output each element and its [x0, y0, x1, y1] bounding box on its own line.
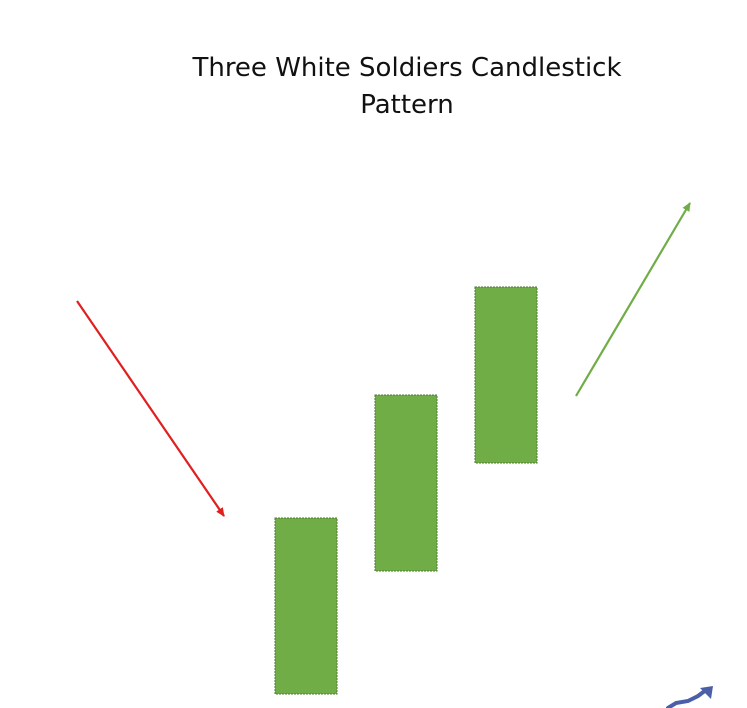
- uptrend-arrow: [575, 202, 691, 397]
- bullish-candle-3: [474, 286, 538, 464]
- bullish-candle-1: [274, 517, 338, 695]
- diagram-title: Three White Soldiers Candlestick Pattern: [192, 53, 622, 120]
- downtrend-arrow: [76, 300, 225, 517]
- trend-arrow-logo-icon: [666, 686, 713, 708]
- bullish-candle-2: [374, 394, 438, 572]
